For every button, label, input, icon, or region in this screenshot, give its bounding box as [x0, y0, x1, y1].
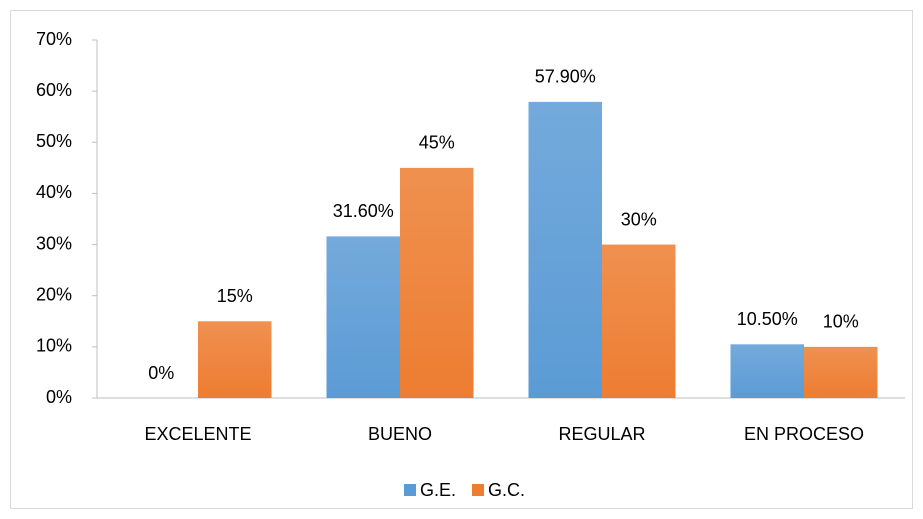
x-tick-label: EN PROCESO — [744, 424, 864, 444]
y-tick-label: 40% — [36, 182, 72, 202]
y-tick-label: 60% — [36, 80, 72, 100]
bar — [198, 321, 272, 398]
x-tick-label: EXCELENTE — [144, 424, 251, 444]
data-label: 31.60% — [333, 201, 394, 221]
bar — [602, 244, 676, 398]
bar — [326, 236, 400, 398]
data-label: 30% — [621, 209, 657, 229]
legend-label: G.E. — [420, 480, 456, 500]
data-label: 15% — [217, 286, 253, 306]
data-label: 57.90% — [535, 67, 596, 87]
y-tick-label: 70% — [36, 29, 72, 49]
y-tick-label: 10% — [36, 336, 72, 356]
y-tick-label: 20% — [36, 284, 72, 304]
data-label: 45% — [419, 133, 455, 153]
legend-swatch — [472, 484, 484, 496]
data-label: 10.50% — [737, 309, 798, 329]
x-tick-label: BUENO — [368, 424, 432, 444]
legend-label: G.C. — [488, 480, 525, 500]
bar — [528, 101, 602, 398]
legend-swatch — [404, 484, 416, 496]
x-tick-label: REGULAR — [558, 424, 645, 444]
y-tick-label: 50% — [36, 131, 72, 151]
data-label: 0% — [148, 363, 174, 383]
bar — [400, 167, 474, 398]
data-label: 10% — [823, 312, 859, 332]
bar — [730, 344, 804, 398]
y-tick-label: 30% — [36, 233, 72, 253]
bar — [804, 346, 878, 398]
y-tick-label: 0% — [46, 387, 72, 407]
